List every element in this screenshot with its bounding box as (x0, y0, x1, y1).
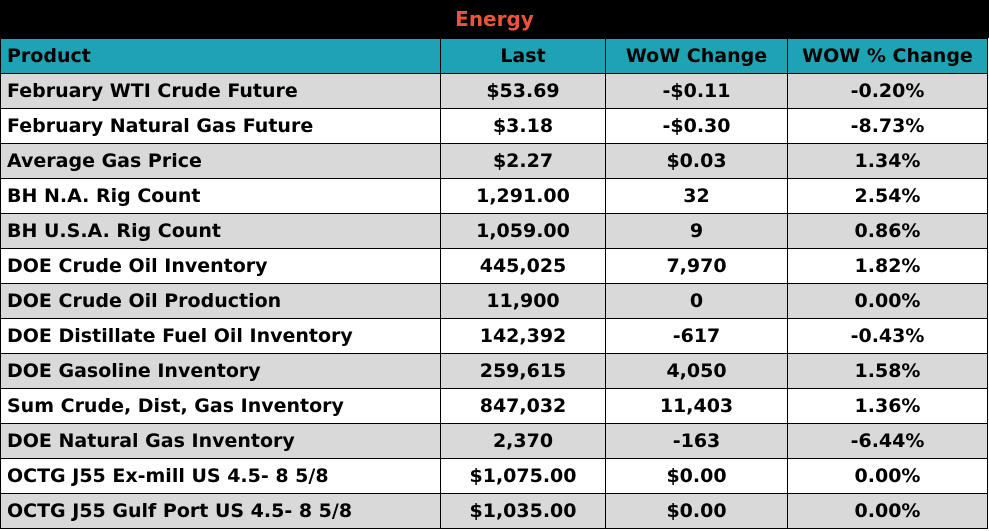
cell-wow-change: 9 (605, 213, 788, 249)
cell-product: BH N.A. Rig Count (0, 178, 441, 214)
cell-wow-pct-change: -8.73% (787, 108, 988, 144)
column-header-product: Product (0, 38, 441, 74)
cell-last: $1,075.00 (440, 458, 606, 494)
table-row: DOE Crude Oil Production 11,900 0 0.00% (0, 283, 988, 319)
cell-wow-change: 7,970 (605, 248, 788, 284)
table-row: BH N.A. Rig Count 1,291.00 32 2.54% (0, 178, 988, 214)
cell-product: Sum Crude, Dist, Gas Inventory (0, 388, 441, 424)
table-row: February WTI Crude Future $53.69 -$0.11 -0.… (0, 73, 988, 109)
cell-wow-change: 0 (605, 283, 788, 319)
cell-last: 2,370 (440, 423, 606, 459)
table-row: BH U.S.A. Rig Count 1,059.00 9 0.86% (0, 213, 988, 249)
cell-product: BH U.S.A. Rig Count (0, 213, 441, 249)
cell-product: DOE Gasoline Inventory (0, 353, 441, 389)
cell-last: 1,291.00 (440, 178, 606, 214)
cell-last: 142,392 (440, 318, 606, 354)
table-body: February WTI Crude Future $53.69 -$0.11 -0.… (0, 73, 988, 529)
cell-wow-change: -163 (605, 423, 788, 459)
table-title: Energy (0, 0, 989, 38)
cell-wow-pct-change: 1.36% (787, 388, 988, 424)
cell-product: Average Gas Price (0, 143, 441, 179)
table-row: DOE Natural Gas Inventory 2,370 -163 -6.44% (0, 423, 988, 459)
cell-last: 11,900 (440, 283, 606, 319)
cell-wow-pct-change: 0.00% (787, 493, 988, 529)
cell-wow-pct-change: 1.58% (787, 353, 988, 389)
energy-table: Product Last WoW Change WOW % Change Feb… (0, 38, 988, 529)
cell-wow-pct-change: -0.20% (787, 73, 988, 109)
cell-wow-change: 11,403 (605, 388, 788, 424)
cell-wow-change: $0.00 (605, 493, 788, 529)
cell-product: DOE Distillate Fuel Oil Inventory (0, 318, 441, 354)
cell-last: 847,032 (440, 388, 606, 424)
cell-wow-change: 4,050 (605, 353, 788, 389)
cell-last: 1,059.00 (440, 213, 606, 249)
cell-wow-pct-change: 2.54% (787, 178, 988, 214)
cell-last: $2.27 (440, 143, 606, 179)
cell-last: $53.69 (440, 73, 606, 109)
cell-product: DOE Crude Oil Inventory (0, 248, 441, 284)
table-row: Average Gas Price $2.27 $0.03 1.34% (0, 143, 988, 179)
cell-wow-pct-change: 0.00% (787, 283, 988, 319)
cell-wow-pct-change: 1.34% (787, 143, 988, 179)
table-row: February Natural Gas Future $3.18 -$0.30 -8… (0, 108, 988, 144)
cell-last: $1,035.00 (440, 493, 606, 529)
cell-product: DOE Natural Gas Inventory (0, 423, 441, 459)
cell-wow-change: -$0.11 (605, 73, 788, 109)
cell-wow-pct-change: 1.82% (787, 248, 988, 284)
cell-wow-change: $0.00 (605, 458, 788, 494)
table-row: DOE Gasoline Inventory 259,615 4,050 1.58% (0, 353, 988, 389)
cell-product: February Natural Gas Future (0, 108, 441, 144)
cell-product: OCTG J55 Gulf Port US 4.5- 8 5/8 (0, 493, 441, 529)
cell-wow-pct-change: 0.86% (787, 213, 988, 249)
cell-wow-pct-change: -6.44% (787, 423, 988, 459)
cell-wow-change: $0.03 (605, 143, 788, 179)
cell-wow-change: -$0.30 (605, 108, 788, 144)
header-row: Product Last WoW Change WOW % Change (0, 38, 988, 74)
cell-product: DOE Crude Oil Production (0, 283, 441, 319)
column-header-last: Last (440, 38, 606, 74)
table-row: DOE Crude Oil Inventory 445,025 7,970 1.82% (0, 248, 988, 284)
cell-wow-change: 32 (605, 178, 788, 214)
cell-last: 445,025 (440, 248, 606, 284)
cell-last: $3.18 (440, 108, 606, 144)
cell-product: February WTI Crude Future (0, 73, 441, 109)
table-row: Sum Crude, Dist, Gas Inventory 847,032 11,… (0, 388, 988, 424)
cell-last: 259,615 (440, 353, 606, 389)
table-row: OCTG J55 Gulf Port US 4.5- 8 5/8 $1,035.0… (0, 493, 988, 529)
table-row: OCTG J55 Ex-mill US 4.5- 8 5/8 $1,075.00 $… (0, 458, 988, 494)
cell-product: OCTG J55 Ex-mill US 4.5- 8 5/8 (0, 458, 441, 494)
cell-wow-change: -617 (605, 318, 788, 354)
cell-wow-pct-change: 0.00% (787, 458, 988, 494)
column-header-wow-pct-change: WOW % Change (787, 38, 988, 74)
table-row: DOE Distillate Fuel Oil Inventory 142,392… (0, 318, 988, 354)
cell-wow-pct-change: -0.43% (787, 318, 988, 354)
column-header-wow-change: WoW Change (605, 38, 788, 74)
